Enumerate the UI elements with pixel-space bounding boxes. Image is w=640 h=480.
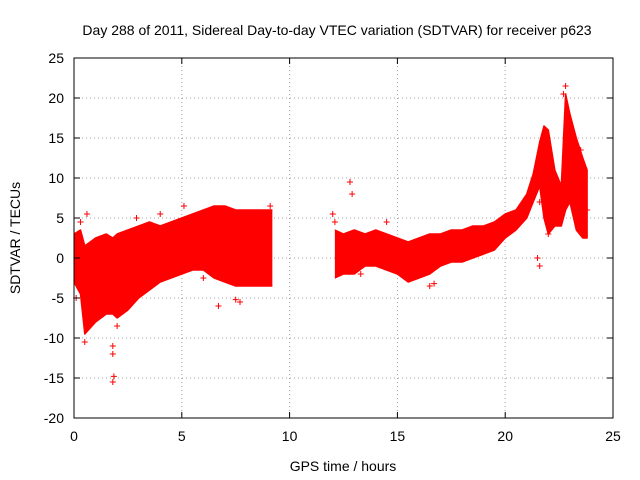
data-point-marker <box>114 323 121 329</box>
x-tick-label: 20 <box>497 428 513 444</box>
y-tick-label: 25 <box>48 50 64 66</box>
x-tick-label: 15 <box>390 428 406 444</box>
data-point-marker <box>77 219 84 225</box>
y-tick-label: 10 <box>48 170 64 186</box>
data-point-marker <box>357 271 364 277</box>
x-axis-label: GPS time / hours <box>290 458 397 474</box>
data-point-marker <box>349 191 356 197</box>
data-point-marker <box>536 263 543 269</box>
axis-ticks: 0 5 10 15 20 25 -20 -15 -10 -5 0 5 10 15 20 25 <box>44 50 621 444</box>
data-point-marker <box>81 339 88 345</box>
data-point-marker <box>584 207 591 213</box>
data-point-marker <box>83 211 90 217</box>
data-point-marker <box>426 283 433 289</box>
data-point-marker <box>383 219 390 225</box>
y-tick-label: -10 <box>44 330 64 346</box>
x-tick-label: 25 <box>605 428 621 444</box>
data-point-marker <box>157 211 164 217</box>
y-tick-label: 5 <box>56 210 64 226</box>
data-point-marker <box>109 379 116 385</box>
data-point-marker <box>431 280 438 287</box>
y-tick-label: 0 <box>56 250 64 266</box>
data-point-marker <box>536 199 543 205</box>
data-band-sdtvar <box>74 93 588 335</box>
x-tick-label: 0 <box>70 428 78 444</box>
y-tick-label: -20 <box>44 410 64 426</box>
data-point-marker <box>232 296 239 303</box>
data-point-marker <box>538 167 545 173</box>
data-point-marker <box>534 255 541 261</box>
data-point-marker <box>110 373 117 380</box>
data-point-marker <box>562 83 569 89</box>
data-point-marker <box>109 351 116 357</box>
x-tick-label: 10 <box>282 428 298 444</box>
x-tick-label: 5 <box>178 428 186 444</box>
data-point-marker <box>133 215 140 221</box>
plot-frame <box>73 57 614 419</box>
data-point-marker <box>267 203 274 209</box>
y-tick-label: 15 <box>48 130 64 146</box>
data-point-marker <box>109 343 116 349</box>
data-point-marker <box>545 231 552 237</box>
y-tick-label: 20 <box>48 90 64 106</box>
y-tick-label: -15 <box>44 370 64 386</box>
data-point-marker <box>346 179 353 185</box>
data-point-marker <box>237 299 244 305</box>
chart-title: Day 288 of 2011, Sidereal Day-to-day VTE… <box>82 22 591 38</box>
data-point-marker <box>331 219 338 225</box>
data-point-marker <box>577 147 584 153</box>
data-series-sdtvar <box>73 83 591 385</box>
y-tick-label: -5 <box>52 290 65 306</box>
data-point-marker <box>329 211 336 217</box>
y-axis-label: SDTVAR / TECUs <box>7 182 23 294</box>
data-point-marker <box>200 275 207 281</box>
data-point-marker <box>560 91 567 97</box>
data-point-marker <box>180 203 187 209</box>
data-point-marker <box>215 303 222 309</box>
